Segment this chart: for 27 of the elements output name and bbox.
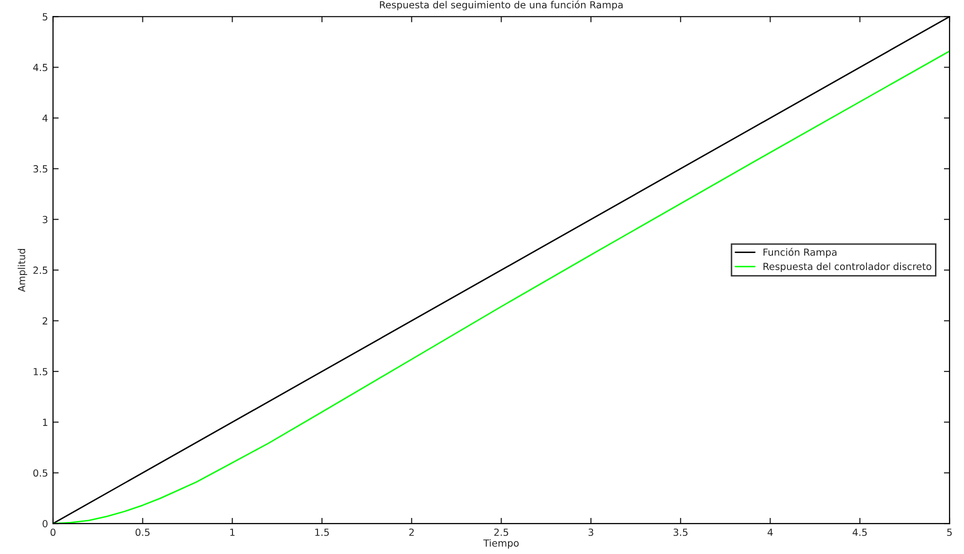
x-tick-label: 3.5	[674, 528, 688, 536]
y-tick-label: 1	[43, 418, 48, 426]
x-tick-label: 2	[409, 528, 414, 536]
x-tick-label: 3	[588, 528, 594, 536]
x-tick-label: 4	[768, 528, 773, 536]
x-tick-label: 1.5	[315, 528, 329, 536]
x-axis-title: Tiempo	[483, 539, 519, 549]
x-tick-label: 2.5	[494, 528, 508, 536]
y-axis-title: Amplitud	[18, 249, 28, 292]
y-tick-label: 1.5	[34, 368, 48, 376]
y-tick-label: 2.5	[33, 266, 48, 274]
y-tick-label: 2	[42, 317, 48, 324]
legend-label: Respuesta del controlador discreto	[764, 262, 932, 272]
y-tick-label: 3	[42, 216, 48, 224]
x-tick-label: 4.5	[852, 528, 867, 536]
chart-title: Respuesta del seguimiento de una función Rampa	[380, 0, 623, 10]
x-tick-label: 5	[947, 528, 952, 536]
x-tick-label: 1	[230, 528, 235, 536]
y-tick-label: 4	[42, 114, 48, 122]
y-tick-label: 0.5	[33, 469, 48, 477]
y-tick-label: 3.5	[33, 165, 48, 173]
x-tick-label: 0.5	[136, 528, 150, 536]
y-tick-label: 4.5	[33, 64, 48, 72]
y-tick-label: 0	[42, 520, 48, 528]
legend-label: Función Rampa	[764, 248, 836, 258]
x-tick-label: 0	[50, 528, 56, 536]
y-tick-label: 5	[42, 13, 48, 20]
